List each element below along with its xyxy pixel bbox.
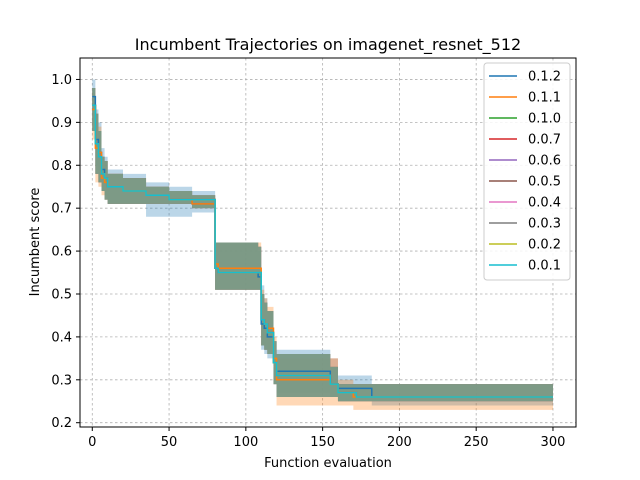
- legend-label: 0.0.5: [528, 175, 561, 190]
- line-layer: [92, 95, 553, 398]
- plot-frame: [79, 57, 577, 428]
- legend-label: 0.0.3: [528, 217, 561, 232]
- legend-label: 0.0.6: [528, 154, 561, 169]
- legend-label: 0.0.4: [528, 196, 561, 211]
- legend-label: 0.1.0: [528, 112, 561, 127]
- x-tick-label: 50: [161, 435, 178, 450]
- legend: 0.1.2 0.1.1 0.1.0 0.0.7 0.0.6 0.0.5 0.0.4 0.0.3…: [483, 62, 571, 281]
- y-tick-label: 0.5: [51, 287, 72, 302]
- y-tick-label: 0.3: [51, 373, 72, 388]
- y-tick-label: 0.7: [51, 202, 72, 217]
- series-line-0.0.1: [92, 104, 553, 398]
- x-tick-label: 100: [233, 435, 258, 450]
- legend-label: 0.0.2: [528, 238, 561, 253]
- x-axis-title: Function evaluation: [264, 456, 392, 471]
- y-axis-title: Incumbent score: [28, 188, 43, 297]
- y-tick-label: 0.4: [51, 330, 72, 345]
- y-tick-label: 0.2: [51, 416, 72, 431]
- x-tick-label: 0: [88, 435, 96, 450]
- legend-label: 0.0.1: [528, 259, 561, 274]
- legend-label: 0.0.7: [528, 133, 561, 148]
- y-tick-label: 0.8: [51, 159, 72, 174]
- legend-label: 0.1.1: [528, 91, 561, 106]
- y-tick-label: 0.9: [51, 116, 72, 131]
- y-tick-label: 1.0: [51, 73, 72, 88]
- chart-title: Incumbent Trajectories on imagenet_resne…: [135, 35, 521, 55]
- grid-layer: [80, 58, 576, 427]
- tick-layer: 0 50 100 150 200 250 300 0.2 0.3 0.4 0.5 0.6 0.7 0.8 0…: [51, 73, 565, 450]
- x-tick-label: 150: [310, 435, 335, 450]
- y-tick-label: 0.6: [51, 245, 72, 260]
- legend-label: 0.1.2: [528, 70, 561, 85]
- x-tick-label: 250: [464, 435, 489, 450]
- x-tick-label: 300: [541, 435, 566, 450]
- x-tick-label: 200: [387, 435, 412, 450]
